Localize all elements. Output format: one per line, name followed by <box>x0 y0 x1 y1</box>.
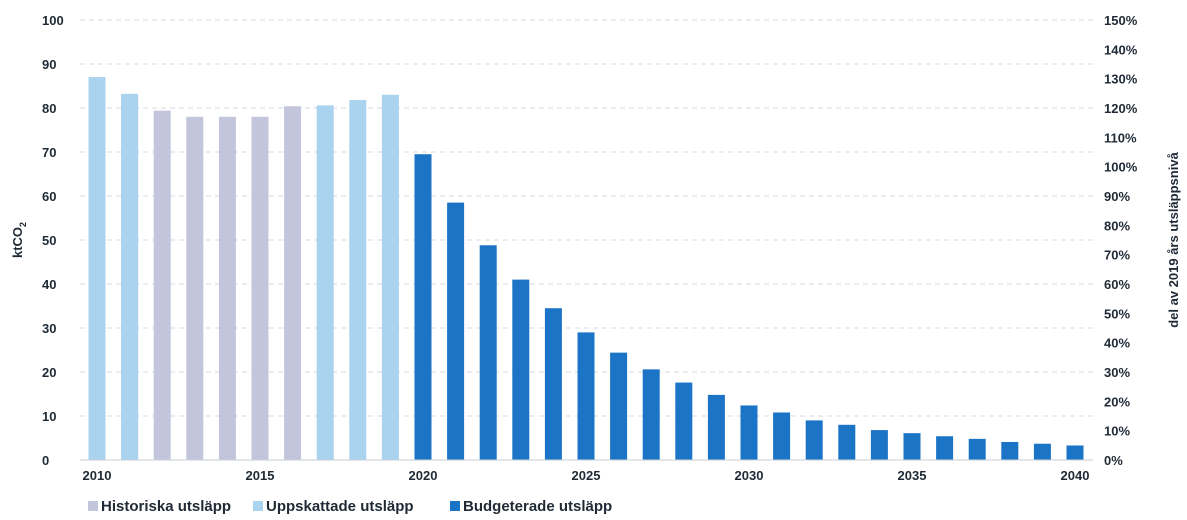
bar-historiska-2015 <box>251 116 269 461</box>
y2-tick-label: 100% <box>1104 160 1138 175</box>
y-axis-title-subscript: 2 <box>18 222 28 227</box>
legend: Historiska utsläpp Uppskattade utsläpp Bud… <box>88 498 612 515</box>
y2-tick-label: 140% <box>1104 42 1138 57</box>
x-tick-label: 2025 <box>572 468 601 483</box>
y-tick-label: 100 <box>42 13 64 28</box>
bar-uppskattade-2018 <box>349 100 367 460</box>
bar-budgeterade-2035 <box>903 433 921 460</box>
legend-label: Uppskattade utsläpp <box>266 498 414 515</box>
y-tick-label: 50 <box>42 233 56 248</box>
bar-budgeterade-2030 <box>740 405 758 460</box>
bar-budgeterade-2037 <box>968 438 986 460</box>
y-tick-label: 20 <box>42 365 56 380</box>
y-axis-title-text: ktCO <box>10 227 25 258</box>
legend-label: Historiska utsläpp <box>101 498 231 515</box>
x-tick-label: 2040 <box>1061 468 1090 483</box>
x-tick-label: 2030 <box>735 468 764 483</box>
bar-historiska-2014 <box>218 116 236 461</box>
x-tick-label: 2020 <box>409 468 438 483</box>
y2-tick-label: 80% <box>1104 218 1130 233</box>
y2-axis-title: del av 2019 års utsläppsnivå <box>1166 151 1181 327</box>
y2-tick-label: 10% <box>1104 424 1130 439</box>
bar-uppskattade-2019 <box>381 94 399 461</box>
y2-tick-label: 110% <box>1104 130 1137 145</box>
y-tick-label: 90 <box>42 57 56 72</box>
y-tick-label: 40 <box>42 277 56 292</box>
bar-budgeterade-2032 <box>805 420 823 460</box>
bar-uppskattade-2017 <box>316 105 334 461</box>
bar-budgeterade-2023 <box>512 279 530 460</box>
y2-tick-label: 40% <box>1104 336 1130 351</box>
bar-budgeterade-2022 <box>479 245 497 460</box>
bar-budgeterade-2025 <box>577 332 595 460</box>
legend-swatch <box>253 501 263 511</box>
x-tick-label: 2010 <box>83 468 112 483</box>
axes: 01020304050607080901000%10%20%30%40%50%6… <box>10 13 1181 483</box>
bar-uppskattade-2010 <box>88 77 106 460</box>
y-tick-label: 10 <box>42 409 56 424</box>
legend-swatch <box>450 501 460 511</box>
bar-budgeterade-2040 <box>1066 445 1084 460</box>
y2-tick-label: 60% <box>1104 277 1130 292</box>
x-tick-label: 2015 <box>246 468 275 483</box>
legend-label: Budgeterade utsläpp <box>463 498 612 515</box>
bar-budgeterade-2024 <box>544 308 562 460</box>
y-axis-title: ktCO2 <box>10 222 28 258</box>
y2-tick-label: 130% <box>1104 72 1138 87</box>
bar-budgeterade-2034 <box>870 430 888 460</box>
y2-tick-label: 150% <box>1104 13 1138 28</box>
legend-swatch <box>88 501 98 511</box>
bar-budgeterade-2036 <box>936 436 954 460</box>
y-tick-label: 80 <box>42 101 56 116</box>
y2-tick-label: 90% <box>1104 189 1130 204</box>
y-tick-label: 0 <box>42 453 49 468</box>
bar-budgeterade-2026 <box>610 352 628 460</box>
bar-budgeterade-2021 <box>447 202 465 460</box>
x-tick-label: 2035 <box>898 468 927 483</box>
bar-historiska-2013 <box>186 116 204 461</box>
bar-uppskattade-2011 <box>121 93 139 461</box>
y-tick-label: 60 <box>42 189 56 204</box>
bar-budgeterade-2029 <box>707 394 725 460</box>
bar-historiska-2016 <box>284 106 302 461</box>
y2-tick-label: 50% <box>1104 306 1130 321</box>
y2-tick-label: 20% <box>1104 394 1130 409</box>
bar-budgeterade-2031 <box>773 412 791 460</box>
y2-tick-label: 70% <box>1104 248 1130 263</box>
y2-tick-label: 0% <box>1104 453 1123 468</box>
y2-tick-label: 30% <box>1104 365 1130 380</box>
y-tick-label: 30 <box>42 321 56 336</box>
bar-budgeterade-2038 <box>1001 441 1019 460</box>
bar-budgeterade-2020 <box>414 154 432 460</box>
bars <box>88 77 1084 461</box>
bar-budgeterade-2033 <box>838 424 856 460</box>
bar-budgeterade-2028 <box>675 382 693 460</box>
y2-tick-label: 120% <box>1104 101 1138 116</box>
bar-budgeterade-2027 <box>642 369 660 460</box>
y-tick-label: 70 <box>42 145 56 160</box>
bar-budgeterade-2039 <box>1033 443 1051 460</box>
bar-historiska-2012 <box>153 110 171 460</box>
